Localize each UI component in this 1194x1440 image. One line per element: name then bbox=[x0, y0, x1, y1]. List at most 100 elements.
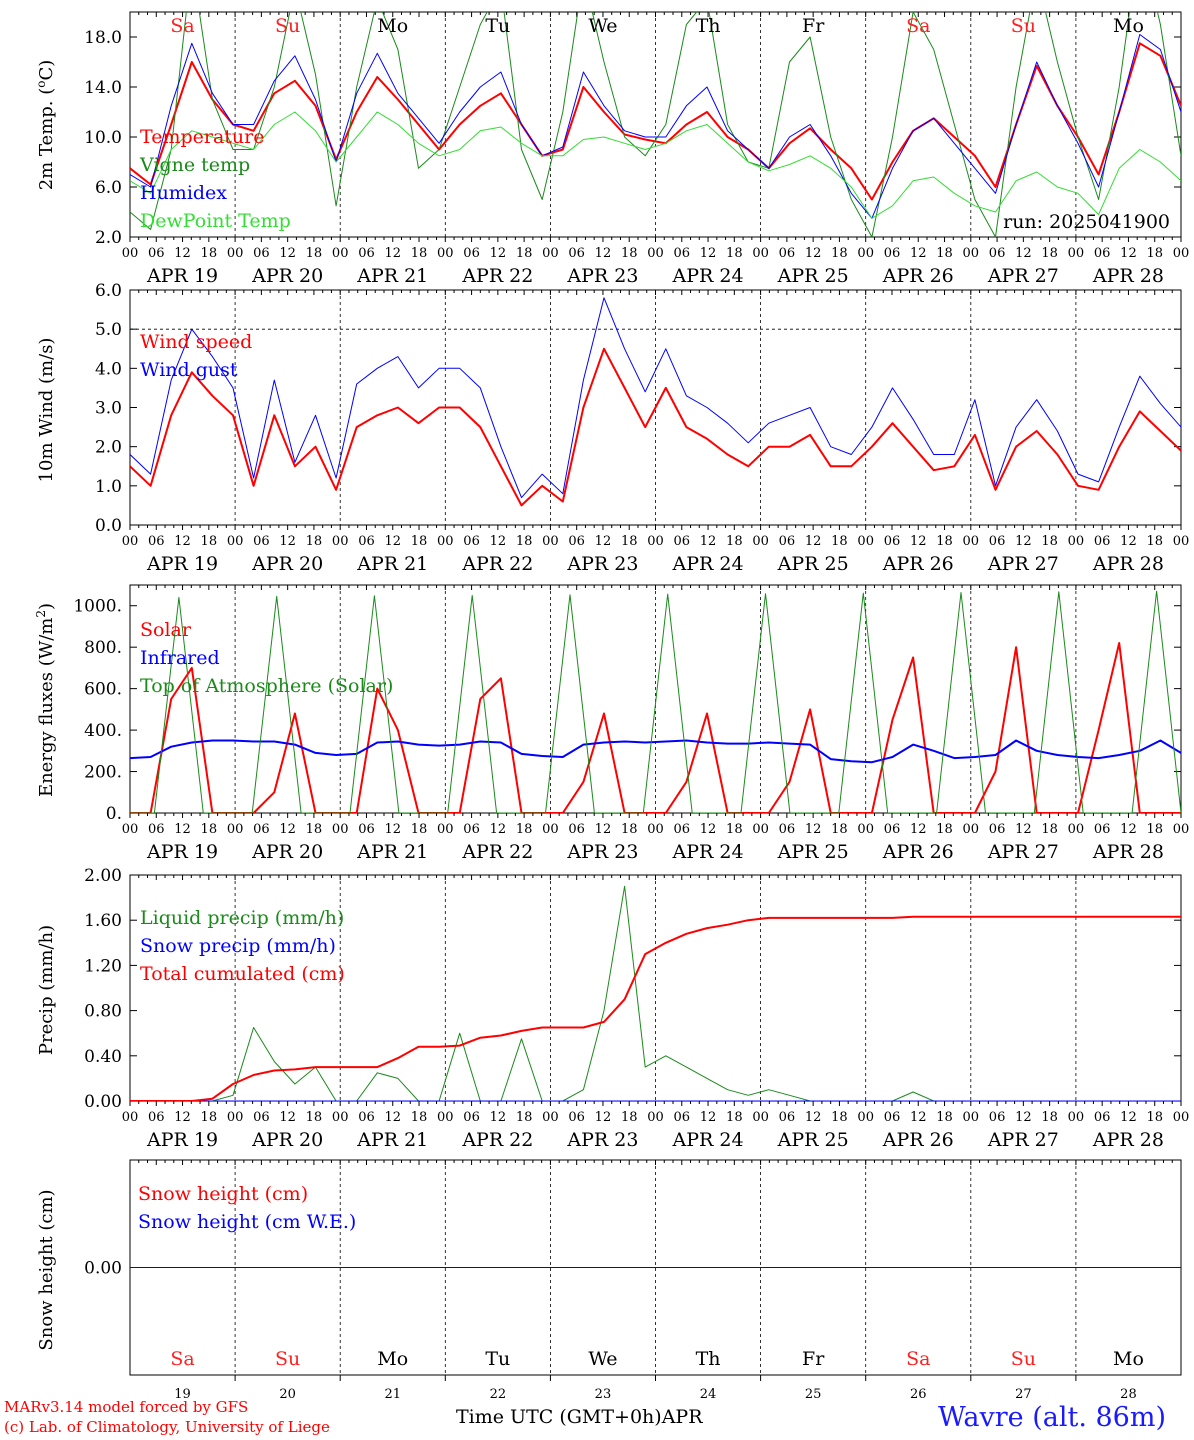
date-label: APR 27 bbox=[987, 265, 1059, 287]
y-axis: 2.0 6.0 10.0 14.0 18.0 2m Temp. (oC) bbox=[34, 28, 1181, 248]
series-line-vigne-temp bbox=[130, 12, 1181, 237]
hour-tick-label: 18 bbox=[201, 246, 218, 261]
hour-tick-label: 00 bbox=[1173, 246, 1190, 261]
hour-tick-label: 18 bbox=[516, 1110, 533, 1125]
hour-tick-label: 00 bbox=[227, 822, 244, 837]
date-label: APR 19 bbox=[146, 265, 218, 287]
hour-tick-label: 06 bbox=[779, 534, 796, 549]
legend-entry: Snow height (cm W.E.) bbox=[138, 1211, 356, 1233]
y-tick-label: 6.0 bbox=[95, 281, 122, 301]
hour-tick-label: 18 bbox=[516, 822, 533, 837]
date-label: APR 26 bbox=[882, 265, 954, 287]
hour-tick-label: 18 bbox=[1041, 246, 1058, 261]
hour-tick-label: 12 bbox=[805, 246, 822, 261]
y-tick-label: 1000. bbox=[73, 597, 122, 617]
y-tick-label: 6.0 bbox=[95, 178, 122, 198]
hour-tick-label: 00 bbox=[1173, 534, 1190, 549]
hour-tick-label: 06 bbox=[463, 534, 480, 549]
day-name-top: Su bbox=[1011, 15, 1036, 37]
day-number: 23 bbox=[595, 1387, 612, 1402]
hour-tick-label: 12 bbox=[490, 822, 507, 837]
date-label: APR 25 bbox=[777, 841, 849, 863]
y-axis-label: Energy fluxes (W/m2) bbox=[34, 603, 57, 797]
hour-tick-label: 12 bbox=[1120, 822, 1137, 837]
hour-tick-label: 18 bbox=[411, 1110, 428, 1125]
day-number: 21 bbox=[384, 1387, 401, 1402]
run-label: run: 2025041900 bbox=[1003, 211, 1170, 233]
date-label: APR 19 bbox=[146, 553, 218, 575]
legend-entry: Liquid precip (mm/h) bbox=[140, 907, 344, 929]
legend-entry: Snow precip (mm/h) bbox=[140, 935, 336, 957]
day-number: 20 bbox=[279, 1387, 296, 1402]
date-label: APR 28 bbox=[1092, 265, 1164, 287]
legend-entry: DewPoint Temp bbox=[140, 210, 291, 232]
y-tick-label: 10.0 bbox=[84, 128, 122, 148]
date-label: APR 25 bbox=[777, 553, 849, 575]
hour-tick-label: 06 bbox=[1094, 246, 1111, 261]
hour-tick-label: 18 bbox=[726, 822, 743, 837]
hour-tick-label: 06 bbox=[463, 1110, 480, 1125]
date-label: APR 24 bbox=[672, 265, 744, 287]
y-tick-label: 0.0 bbox=[95, 516, 122, 536]
hour-tick-label: 12 bbox=[910, 1110, 927, 1125]
hour-tick-label: 18 bbox=[831, 1110, 848, 1125]
hour-tick-label: 18 bbox=[1146, 534, 1163, 549]
day-name-bottom: Tu bbox=[485, 1348, 510, 1370]
y-tick-label: 1.20 bbox=[84, 956, 122, 976]
series-line-wind-speed bbox=[130, 347, 1181, 507]
hour-tick-label: 18 bbox=[621, 822, 638, 837]
day-name-top: Su bbox=[275, 15, 300, 37]
day-name-bottom: Sa bbox=[906, 1348, 930, 1370]
hour-tick-label: 18 bbox=[831, 822, 848, 837]
hour-tick-label: 12 bbox=[700, 822, 717, 837]
day-number: 28 bbox=[1120, 1387, 1137, 1402]
y-tick-label: 5.0 bbox=[95, 320, 122, 340]
hour-tick-label: 12 bbox=[490, 1110, 507, 1125]
hour-tick-label: 12 bbox=[805, 822, 822, 837]
hour-tick-label: 00 bbox=[1068, 534, 1085, 549]
hour-tick-label: 18 bbox=[411, 246, 428, 261]
hour-tick-label: 06 bbox=[674, 534, 691, 549]
hour-tick-label: 00 bbox=[647, 1110, 664, 1125]
day-name-bottom: Mo bbox=[377, 1348, 408, 1370]
hour-tick-label: 18 bbox=[621, 1110, 638, 1125]
date-label: APR 27 bbox=[987, 553, 1059, 575]
hour-tick-label: 12 bbox=[384, 246, 401, 261]
date-label: APR 23 bbox=[566, 265, 638, 287]
hour-tick-label: 00 bbox=[332, 246, 349, 261]
hour-tick-label: 06 bbox=[989, 822, 1006, 837]
day-name-top: We bbox=[588, 15, 617, 37]
hour-tick-label: 06 bbox=[884, 246, 901, 261]
hour-tick-label: 06 bbox=[779, 246, 796, 261]
hour-tick-label: 12 bbox=[490, 246, 507, 261]
hour-tick-label: 12 bbox=[174, 822, 191, 837]
hour-tick-label: 00 bbox=[227, 246, 244, 261]
hour-tick-label: 06 bbox=[884, 1110, 901, 1125]
hour-tick-label: 12 bbox=[1015, 822, 1032, 837]
hour-tick-label: 00 bbox=[647, 822, 664, 837]
hour-tick-label: 00 bbox=[437, 534, 454, 549]
hour-tick-label: 06 bbox=[1094, 534, 1111, 549]
date-label: APR 27 bbox=[987, 1129, 1059, 1151]
hour-tick-label: 00 bbox=[963, 246, 980, 261]
panel-frame bbox=[129, 874, 1182, 1102]
hour-tick-label: 18 bbox=[726, 534, 743, 549]
hour-tick-label: 18 bbox=[516, 534, 533, 549]
hour-tick-label: 00 bbox=[752, 822, 769, 837]
hour-tick-label: 18 bbox=[621, 246, 638, 261]
hour-tick-label: 18 bbox=[1146, 246, 1163, 261]
series-line-infrared bbox=[130, 739, 1181, 764]
date-label: APR 20 bbox=[251, 553, 323, 575]
hour-tick-label: 00 bbox=[227, 534, 244, 549]
series-line-total-cumulated-cm bbox=[130, 915, 1181, 1101]
hour-tick-label: 12 bbox=[1015, 534, 1032, 549]
hour-tick-label: 06 bbox=[253, 822, 270, 837]
series-group bbox=[130, 12, 1181, 237]
x-axis-month: APR bbox=[661, 1406, 703, 1428]
hour-tick-label: 00 bbox=[542, 822, 559, 837]
hour-tick-label: 12 bbox=[174, 246, 191, 261]
legend-entry: Vigne temp bbox=[139, 154, 250, 176]
hour-tick-label: 00 bbox=[1068, 1110, 1085, 1125]
legend-entry: Top of Atmosphere (Solar) bbox=[140, 675, 393, 697]
legend-entry: Infrared bbox=[140, 647, 220, 669]
